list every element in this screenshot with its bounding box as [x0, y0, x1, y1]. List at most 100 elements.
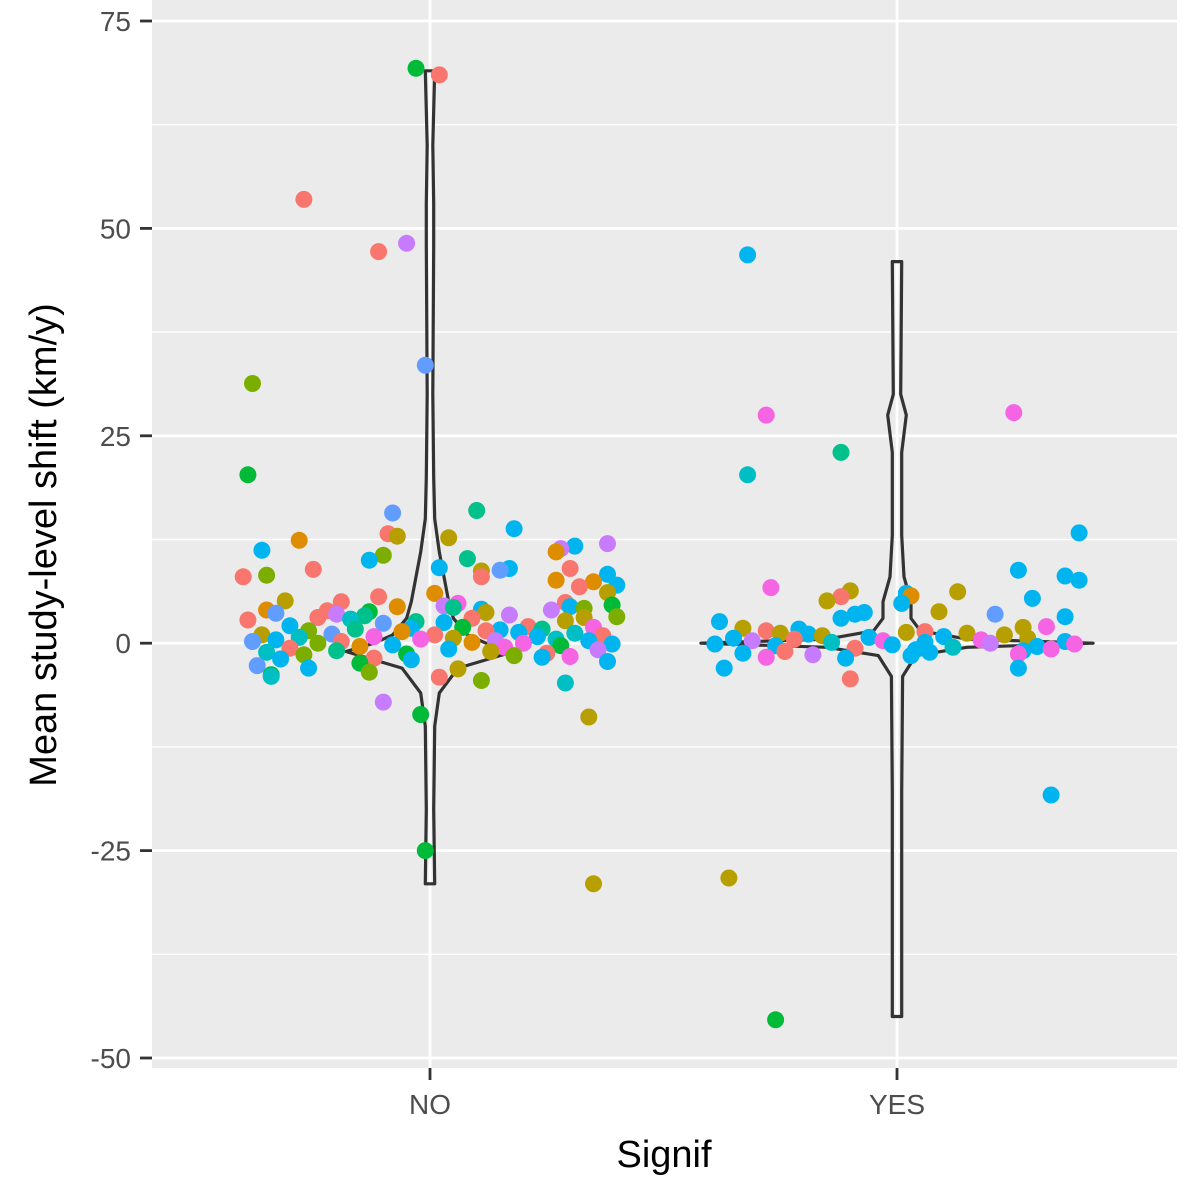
data-point	[500, 606, 518, 624]
data-point	[463, 633, 481, 651]
data-point	[346, 620, 364, 638]
data-point	[267, 604, 285, 622]
data-point	[295, 646, 313, 664]
data-point	[556, 674, 574, 692]
data-point	[356, 607, 374, 625]
data-point	[556, 612, 574, 630]
data-point	[374, 614, 392, 632]
data-point	[1009, 561, 1027, 579]
data-point	[468, 502, 486, 519]
data-point	[239, 466, 257, 484]
data-point	[384, 636, 402, 654]
data-point	[589, 641, 607, 659]
data-point	[304, 560, 322, 578]
data-point	[1070, 524, 1088, 542]
data-point	[711, 613, 728, 631]
data-point	[477, 604, 495, 621]
data-point	[725, 629, 742, 647]
data-point	[846, 605, 864, 623]
data-point	[832, 588, 850, 606]
data-point	[860, 628, 878, 646]
data-point	[1009, 645, 1027, 663]
data-point	[1042, 640, 1060, 658]
data-point	[435, 614, 453, 631]
data-point	[430, 559, 448, 577]
data-point	[585, 573, 602, 591]
data-point	[608, 608, 626, 626]
data-point	[1009, 659, 1027, 677]
data-point	[505, 647, 523, 665]
data-point	[958, 624, 976, 642]
data-point	[426, 584, 444, 602]
data-point	[547, 571, 565, 589]
data-point	[253, 541, 271, 559]
data-point	[818, 592, 836, 610]
data-point	[407, 59, 425, 77]
data-point	[398, 234, 416, 252]
data-point	[949, 583, 967, 601]
data-point	[491, 561, 509, 579]
data-point	[706, 635, 724, 653]
data-point	[767, 1011, 785, 1029]
data-point	[281, 617, 299, 635]
data-point	[832, 609, 850, 627]
data-point	[295, 190, 313, 208]
data-point	[1005, 404, 1023, 422]
x-tick-label: YES	[869, 1089, 925, 1120]
minor-gridlines	[152, 123, 1177, 955]
y-tick-label: 0	[115, 628, 131, 659]
data-point	[757, 648, 775, 666]
y-axis: -50 -25 0 25 50 75	[91, 6, 152, 1074]
data-point	[244, 375, 261, 392]
data-point	[328, 642, 346, 660]
data-point	[734, 644, 752, 662]
data-point	[883, 636, 901, 654]
data-point	[440, 640, 458, 658]
data-point	[561, 648, 579, 665]
data-point	[365, 649, 383, 667]
data-point	[309, 609, 327, 626]
data-point	[776, 643, 794, 660]
data-point	[580, 708, 598, 726]
y-tick-label: 50	[100, 213, 131, 244]
data-point	[533, 648, 551, 666]
data-point	[370, 588, 388, 606]
data-point	[921, 643, 939, 661]
data-point	[739, 466, 757, 484]
data-point	[561, 560, 579, 577]
data-point	[757, 406, 775, 424]
data-point	[995, 626, 1013, 644]
data-point	[893, 594, 911, 612]
data-point	[799, 625, 817, 643]
data-point	[416, 356, 434, 374]
data-point	[832, 443, 850, 461]
data-point	[1066, 635, 1083, 653]
data-point	[739, 246, 757, 264]
data-point	[944, 638, 962, 656]
data-point	[823, 633, 841, 651]
data-point	[244, 633, 261, 650]
data-point	[897, 623, 915, 641]
x-tick-label: NO	[409, 1089, 451, 1120]
data-point	[426, 626, 444, 644]
data-point	[416, 842, 434, 860]
data-point	[258, 566, 276, 584]
data-point	[715, 659, 733, 677]
data-point	[472, 672, 490, 689]
y-axis-title: Mean study-level shift (km/y)	[23, 303, 65, 787]
plot-panel	[152, 0, 1177, 1068]
data-point	[351, 638, 369, 655]
data-point	[505, 520, 523, 538]
data-point	[599, 535, 616, 553]
data-point	[365, 628, 383, 646]
data-point	[412, 706, 430, 723]
data-point	[258, 643, 276, 661]
data-point	[1056, 608, 1074, 626]
data-point	[1042, 786, 1060, 804]
data-point	[804, 646, 822, 664]
data-point	[1070, 571, 1088, 589]
data-point	[458, 550, 476, 568]
data-point	[986, 605, 1004, 623]
data-point	[762, 579, 780, 597]
